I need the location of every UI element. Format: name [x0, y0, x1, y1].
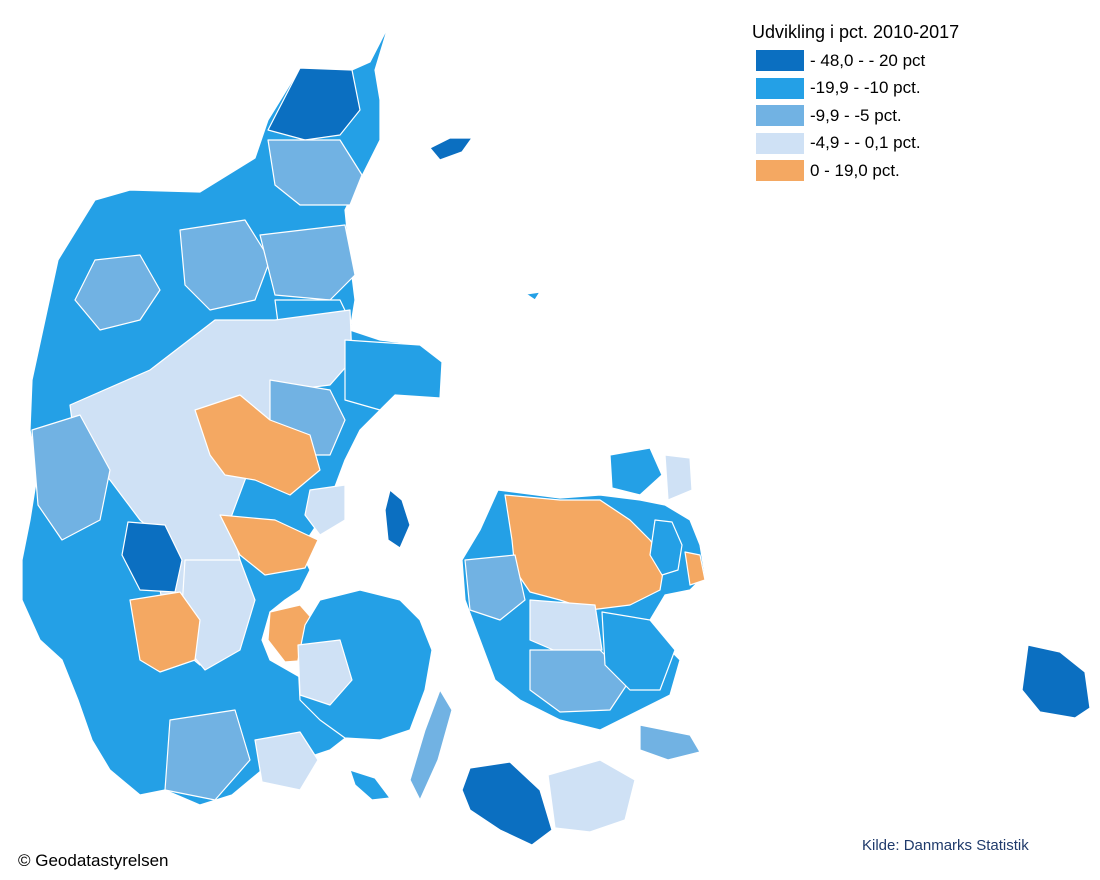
region-mon — [639, 724, 701, 761]
region-zealand-west — [464, 554, 526, 621]
region-limfjord-west — [74, 254, 161, 331]
map-legend: Udvikling i pct. 2010-2017 - 48,0 - - 20… — [752, 22, 959, 185]
region-copenhagen — [649, 519, 683, 576]
region-billund — [129, 591, 201, 673]
legend-swatch — [756, 105, 804, 127]
region-amager — [684, 551, 706, 586]
legend-label: - 48,0 - - 20 pct — [810, 50, 926, 70]
island-samso — [384, 489, 411, 549]
copyright-credit: © Geodatastyrelsen — [18, 851, 169, 870]
legend-label: -19,9 - -10 pct. — [810, 78, 921, 98]
legend-item: -4,9 - - 0,1 pct. — [752, 130, 959, 158]
island-bornholm — [1021, 644, 1091, 719]
legend-label: -4,9 - - 0,1 pct. — [810, 133, 921, 153]
region-himmerland — [259, 224, 356, 301]
legend-swatch — [756, 50, 804, 72]
legend-label: 0 - 19,0 pct. — [810, 160, 900, 180]
legend-item: -9,9 - -5 pct. — [752, 102, 959, 130]
region-west-coast — [31, 414, 111, 541]
island-laeso — [429, 137, 473, 161]
region-north-light — [267, 139, 363, 206]
legend-title: Udvikling i pct. 2010-2017 — [752, 22, 960, 42]
region-djursland — [344, 339, 443, 411]
legend-swatch — [756, 77, 804, 99]
legend-item: - 48,0 - - 20 pct — [752, 47, 959, 75]
region-falster — [547, 759, 636, 833]
region-limfjord-mid — [179, 219, 271, 311]
legend-swatch — [756, 160, 804, 182]
source-note: Kilde: Danmarks Statistik — [862, 837, 1029, 854]
legend-label: -9,9 - -5 pct. — [810, 105, 902, 125]
region-sonderjylland — [164, 709, 251, 801]
region-silkeborg-aarhus — [194, 394, 321, 496]
region-fyn-light — [297, 639, 353, 706]
legend-item: -19,9 - -10 pct. — [752, 75, 959, 103]
region-langeland — [409, 689, 453, 801]
region-lolland — [461, 761, 553, 846]
region-horsens — [219, 514, 319, 576]
region-horsens-light — [304, 484, 346, 536]
legend-swatch — [756, 132, 804, 154]
region-als — [254, 731, 319, 791]
island-anholt — [525, 291, 541, 301]
region-stevns — [601, 611, 676, 691]
region-helsingor — [664, 454, 693, 501]
island-aero — [349, 769, 391, 801]
region-herning — [121, 521, 183, 593]
legend-item: 0 - 19,0 pct. — [752, 157, 959, 185]
region-north-zealand — [609, 447, 663, 496]
